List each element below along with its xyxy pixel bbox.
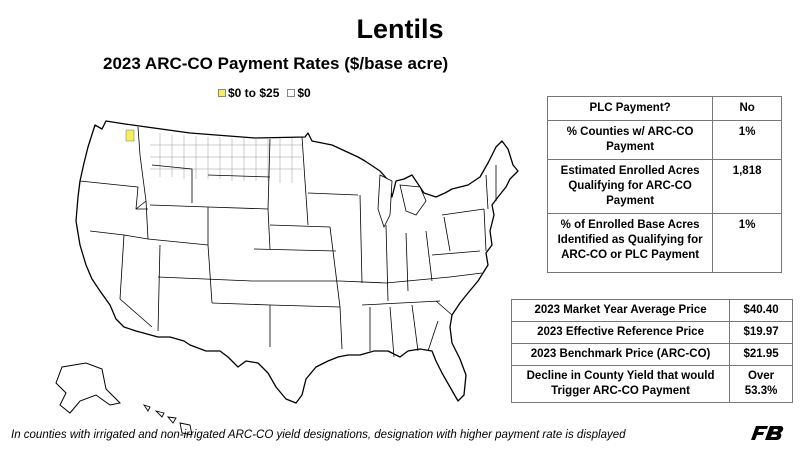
northern-counties xyxy=(150,133,302,183)
table-row: Decline in County Yield that would Trigg… xyxy=(510,364,793,403)
price-value: $19.97 xyxy=(729,320,793,344)
price-table: 2023 Market Year Average Price $40.40 20… xyxy=(510,299,793,403)
price-value: $21.95 xyxy=(729,342,793,366)
summary-label: % of Enrolled Base Acres Identified as Q… xyxy=(546,212,714,274)
legend-item-zero: $0 xyxy=(287,86,311,100)
table-row: % of Enrolled Base Acres Identified as Q… xyxy=(546,212,782,274)
logo-mark-right xyxy=(765,426,784,440)
great-lakes xyxy=(377,174,427,229)
price-value: $40.40 xyxy=(729,299,793,322)
page-title: Lentils xyxy=(356,14,444,44)
summary-label: % Counties w/ ARC-CO Payment xyxy=(546,119,714,160)
table-row: 2023 Effective Reference Price $19.97 xyxy=(510,320,793,344)
price-value: Over 53.3% xyxy=(729,364,793,403)
summary-label: Estimated Enrolled Acres Qualifying for … xyxy=(546,158,714,214)
map-subtitle: 2023 ARC-CO Payment Rates ($/base acre) xyxy=(103,54,449,73)
summary-value: 1% xyxy=(712,119,782,160)
summary-value: 1,818 xyxy=(712,158,782,214)
price-label: Decline in County Yield that would Trigg… xyxy=(510,364,731,403)
table-row: 2023 Market Year Average Price $40.40 xyxy=(510,299,793,322)
us-county-map xyxy=(55,120,519,435)
legend-swatch-payment xyxy=(218,89,226,97)
summary-label: PLC Payment? xyxy=(546,96,714,121)
summary-value: 1% xyxy=(712,212,782,274)
price-label: 2023 Benchmark Price (ARC-CO) xyxy=(510,342,731,366)
summary-table: PLC Payment? No % Counties w/ ARC-CO Pay… xyxy=(546,96,782,274)
legend-label-zero: $0 xyxy=(297,86,311,100)
map-legend: $0 to $25 $0 xyxy=(218,86,319,100)
table-row: Estimated Enrolled Acres Qualifying for … xyxy=(546,158,782,214)
legend-label-payment: $0 to $25 xyxy=(228,86,280,100)
payment-county xyxy=(125,129,135,142)
farm-bureau-logo xyxy=(751,426,784,440)
state-borders xyxy=(79,126,497,358)
us-outline xyxy=(75,120,519,404)
legend-item-payment: $0 to $25 xyxy=(218,86,279,100)
table-row: % Counties w/ ARC-CO Payment 1% xyxy=(546,119,782,160)
table-row: PLC Payment? No xyxy=(546,96,782,121)
summary-value: No xyxy=(712,96,782,121)
alaska-outline xyxy=(55,362,122,414)
legend-swatch-zero xyxy=(287,89,296,97)
hawaii-outline xyxy=(142,404,193,435)
table-row: 2023 Benchmark Price (ARC-CO) $21.95 xyxy=(510,342,793,366)
price-label: 2023 Market Year Average Price xyxy=(510,299,731,322)
price-label: 2023 Effective Reference Price xyxy=(510,320,731,344)
logo-mark-left xyxy=(751,426,768,440)
footnote: In counties with irrigated and non-irrig… xyxy=(11,429,626,441)
